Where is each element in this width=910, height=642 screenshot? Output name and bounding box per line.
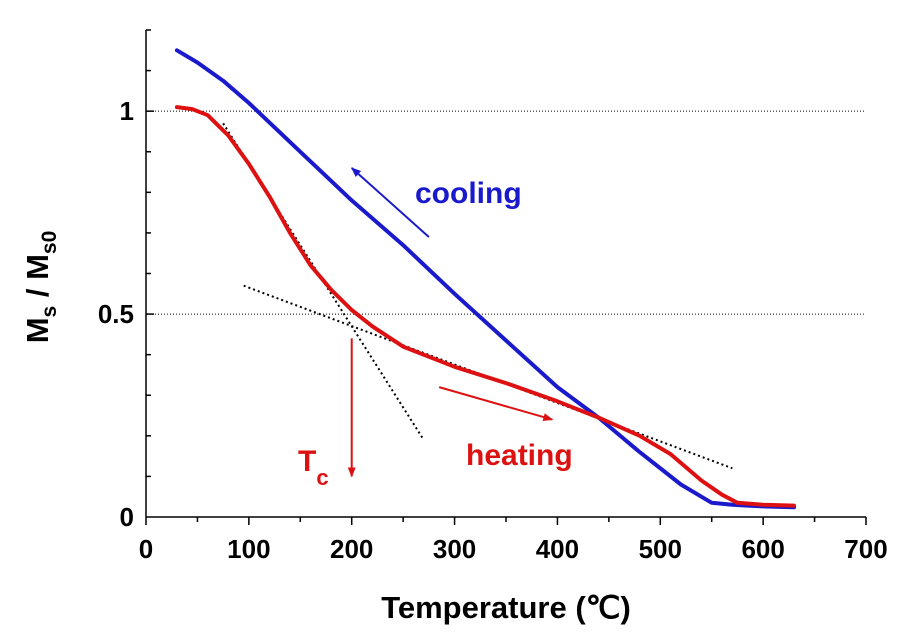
tc-label-sub: c <box>316 465 328 490</box>
gridlines <box>146 110 866 315</box>
x-axis-title: Temperature (℃) <box>381 590 631 625</box>
x-tick-label: 700 <box>844 534 887 564</box>
heating-label: heating <box>466 439 573 472</box>
axes <box>145 29 867 525</box>
y-axis-title-m1: M <box>20 317 55 343</box>
tangent-lines <box>222 122 733 470</box>
cooling-label: cooling <box>415 177 522 210</box>
annotations: cooling heating Tc <box>298 167 573 490</box>
y-tick-label: 0.5 <box>98 299 134 329</box>
series-line-heating <box>174 105 796 508</box>
tc-label: Tc <box>298 445 329 490</box>
x-tick-label: 0 <box>139 534 153 564</box>
tick-labels: 0 100 200 300 400 500 600 700 0 0.5 1 <box>98 96 888 564</box>
x-tick-label: 300 <box>433 534 476 564</box>
y-tick-label: 1 <box>120 96 134 126</box>
series-line-cooling <box>174 48 796 510</box>
y-axis-title-sub1: s <box>38 306 61 318</box>
x-tick-label: 600 <box>741 534 784 564</box>
cooling-arrow <box>350 167 430 238</box>
x-tick-label: 100 <box>227 534 270 564</box>
heating-arrow <box>438 386 554 421</box>
y-tick-label: 0 <box>120 502 134 532</box>
y-axis-title-m2: M <box>20 254 55 280</box>
data-series <box>174 48 796 510</box>
y-axis-title-slash: / <box>20 280 55 306</box>
x-tick-label: 200 <box>330 534 373 564</box>
x-tick-label: 400 <box>536 534 579 564</box>
y-axis-title: Ms / Ms0 <box>20 231 61 344</box>
tc-label-main: T <box>298 445 316 478</box>
x-tick-label: 500 <box>639 534 682 564</box>
y-axis-title-sub2: s0 <box>38 231 61 254</box>
